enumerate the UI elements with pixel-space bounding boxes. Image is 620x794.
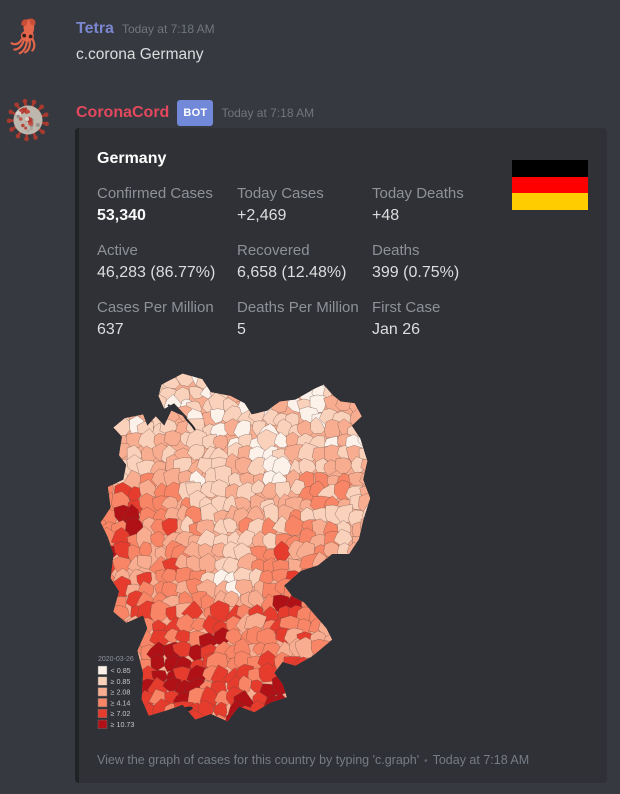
legend-swatch (97, 676, 108, 686)
field-name: Today Cases (237, 185, 324, 202)
german-flag-thumbnail[interactable] (512, 160, 588, 211)
user-avatar-squid[interactable] (8, 16, 44, 58)
footer-text: View the graph of cases for this country… (97, 753, 420, 767)
field-value: +2,469 (237, 207, 287, 224)
legend-label: ≥ 10.73 (111, 720, 135, 729)
message-text: c.corona Germany (76, 46, 204, 63)
flag-stripe (512, 176, 588, 194)
embed-field-today-cases: Today Cases +2,469 (237, 184, 372, 228)
footer-separator-dot: • (424, 756, 428, 767)
legend-label: < 0.85 (111, 666, 131, 675)
embed-title: Germany (97, 150, 167, 167)
bot-avatar-coronavirus[interactable] (5, 97, 51, 143)
legend-label: ≥ 0.85 (111, 677, 131, 686)
field-value: +48 (372, 207, 400, 224)
embed-field-confirmed-cases: Confirmed Cases 53,340 (97, 184, 237, 228)
virus-icon (6, 99, 49, 142)
embed-field-today-deaths: Today Deaths +48 (372, 184, 509, 228)
field-value: 399 (0.75%) (372, 264, 460, 281)
field-value: 637 (97, 321, 124, 338)
field-name: Today Deaths (372, 185, 464, 202)
legend-swatch (97, 687, 108, 697)
field-name: Active (97, 242, 138, 259)
legend-label: ≥ 7.02 (111, 709, 131, 718)
field-value: 46,283 (86.77%) (97, 264, 216, 281)
timestamp: Today at 7:18 AM (121, 22, 215, 36)
bot-username[interactable]: CoronaCord (76, 104, 170, 121)
field-name: Deaths (372, 242, 420, 259)
field-name: Confirmed Cases (97, 185, 213, 202)
squid-icon (10, 18, 36, 55)
embed-field-recovered: Recovered 6,658 (12.48%) (237, 241, 372, 285)
legend-swatch (97, 719, 108, 729)
embed-field-first-case: First Case Jan 26 (372, 298, 509, 342)
flag-stripe (512, 160, 588, 177)
field-value: 53,340 (97, 207, 146, 224)
legend-label: ≥ 4.14 (111, 698, 131, 707)
message-header: CoronaCord BOT Today at 7:18 AM (76, 100, 314, 126)
legend-label: ≥ 2.08 (111, 688, 131, 697)
legend-swatch (97, 665, 108, 675)
embed-fields: Confirmed Cases 53,340 Today Cases +2,469 To… (97, 184, 509, 355)
field-value: 5 (237, 321, 246, 338)
bot-badge: BOT (177, 100, 214, 126)
corona-stats-embed: Germany Confirmed Cases 53,340 Today Cases… (75, 128, 607, 783)
field-name: First Case (372, 299, 441, 316)
germany-choropleth-map[interactable]: 2020-03-26 < 0.85 ≥ 0.85 ≥ 2.08 ≥ 4.14 ≥ 7.02… (88, 360, 508, 750)
map-legend-title: 2020-03-26 (98, 656, 134, 663)
embed-field-deaths: Deaths 399 (0.75%) (372, 241, 509, 285)
field-name: Recovered (237, 242, 310, 259)
embed-footer: View the graph of cases for this country… (97, 753, 529, 767)
field-value: 6,658 (12.48%) (237, 264, 347, 281)
embed-field-active: Active 46,283 (86.77%) (97, 241, 237, 285)
field-name: Cases Per Million (97, 299, 214, 316)
legend-swatch (97, 708, 108, 718)
choropleth-svg: 2020-03-26 < 0.85 ≥ 0.85 ≥ 2.08≥ 4.14 ≥ 7.02… (97, 373, 371, 729)
field-name: Deaths Per Million (237, 299, 359, 316)
timestamp: Today at 7:18 AM (221, 106, 315, 120)
footer-timestamp: Today at 7:18 AM (432, 753, 530, 767)
embed-field-deaths-per-million: Deaths Per Million 5 (237, 298, 372, 342)
legend-swatch (97, 698, 108, 708)
embed-field-cases-per-million: Cases Per Million 637 (97, 298, 237, 342)
message-header: Tetra Today at 7:18 AM (76, 18, 215, 40)
username[interactable]: Tetra (76, 20, 114, 37)
field-value: Jan 26 (372, 321, 421, 338)
flag-stripe (512, 193, 588, 211)
